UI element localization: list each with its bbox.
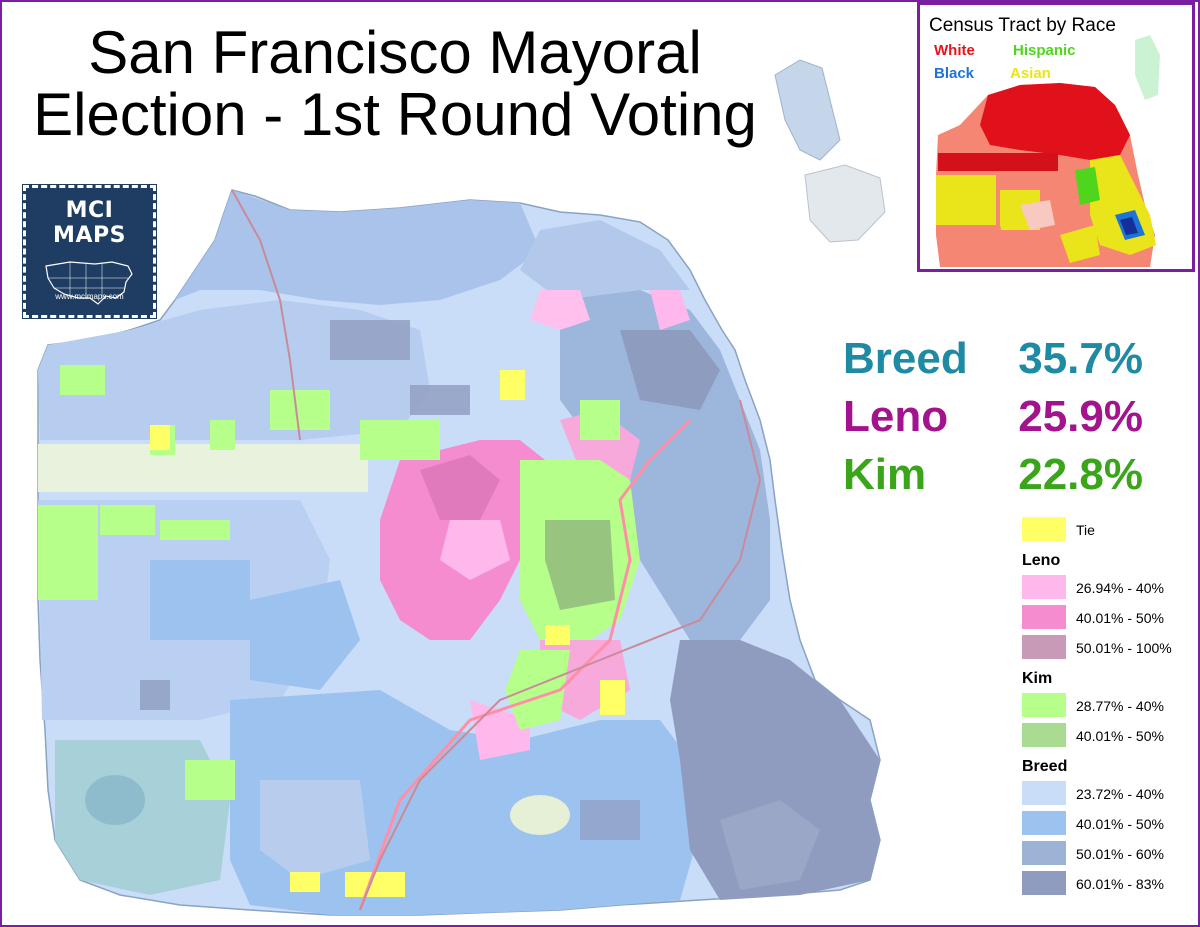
legend-label: 40.01% - 50% xyxy=(1076,610,1164,626)
race-map xyxy=(936,35,1160,267)
legend-label: 23.72% - 40% xyxy=(1076,786,1164,802)
result-candidate: Breed xyxy=(843,334,968,383)
legend-item-tie: Tie xyxy=(1022,514,1095,544)
legend-swatch xyxy=(1022,575,1066,599)
inset-key-black: Black xyxy=(934,65,975,82)
legend-item: 40.01% - 50% xyxy=(1022,602,1164,632)
legend-item: 23.72% - 40% xyxy=(1022,778,1164,808)
usa-map-icon xyxy=(44,261,133,305)
freeway-101 xyxy=(358,418,692,911)
freeway-280 xyxy=(359,399,762,911)
legend-swatch xyxy=(1022,605,1066,629)
golden-gate-park xyxy=(38,444,368,492)
result-breed: Breed 35.7% xyxy=(843,330,1143,388)
inset-title: Census Tract by Race xyxy=(929,15,1116,36)
legend-group-breed: Breed xyxy=(1022,758,1068,775)
results-summary: Breed 35.7% Leno 25.9% Kim 22.8% xyxy=(843,330,1143,504)
legend-swatch xyxy=(1022,723,1066,747)
result-kim: Kim 22.8% xyxy=(843,446,1143,504)
inset-key-white: White xyxy=(934,42,975,59)
legend-item: 50.01% - 100% xyxy=(1022,632,1172,662)
race-inset-map: Census Tract by Race White Hispanic Blac… xyxy=(917,2,1195,272)
legend-item: 50.01% - 60% xyxy=(1022,838,1164,868)
legend-group-kim: Kim xyxy=(1022,670,1053,687)
title-line-1: San Francisco Mayoral xyxy=(88,19,702,86)
treasure-island-shape xyxy=(774,59,841,161)
legend-label: Tie xyxy=(1076,522,1095,538)
logo-name: MCI MAPS xyxy=(53,198,126,248)
result-percent: 35.7% xyxy=(1018,334,1143,383)
legend-item: 60.01% - 83% xyxy=(1022,868,1164,898)
legend-item: 40.01% - 50% xyxy=(1022,720,1164,750)
inset-key-asian: Asian xyxy=(1010,65,1051,82)
legend-item: 28.77% - 40% xyxy=(1022,690,1164,720)
legend-swatch xyxy=(1022,693,1066,717)
result-percent: 25.9% xyxy=(1018,392,1143,441)
legend-label: 40.01% - 50% xyxy=(1076,728,1164,744)
legend: Tie Leno 26.94% - 40% 40.01% - 50% 50.01… xyxy=(1022,514,1172,898)
title-line-2: Election - 1st Round Voting xyxy=(33,81,757,148)
legend-swatch xyxy=(1022,871,1066,895)
legend-label: 50.01% - 100% xyxy=(1076,640,1172,656)
legend-swatch xyxy=(1022,517,1066,541)
result-leno: Leno 25.9% xyxy=(843,388,1143,446)
result-percent: 22.8% xyxy=(1018,450,1143,499)
legend-swatch xyxy=(1022,811,1066,835)
legend-swatch xyxy=(1022,781,1066,805)
mci-maps-logo: MCI MAPS www.mcimaps.com xyxy=(22,184,157,319)
map-title: San Francisco Mayoral Election - 1st Rou… xyxy=(20,22,770,146)
result-candidate: Leno xyxy=(843,392,949,441)
legend-label: 40.01% - 50% xyxy=(1076,816,1164,832)
logo-url: www.mcimaps.com xyxy=(55,292,124,301)
legend-swatch xyxy=(1022,841,1066,865)
legend-group-leno: Leno xyxy=(1022,552,1061,569)
legend-item: 40.01% - 50% xyxy=(1022,808,1164,838)
legend-label: 60.01% - 83% xyxy=(1076,876,1164,892)
legend-swatch xyxy=(1022,635,1066,659)
inset-key-hispanic: Hispanic xyxy=(1013,42,1076,59)
yerba-buena-shape xyxy=(804,164,886,243)
legend-label: 50.01% - 60% xyxy=(1076,846,1164,862)
legend-label: 28.77% - 40% xyxy=(1076,698,1164,714)
legend-item: 26.94% - 40% xyxy=(1022,572,1164,602)
result-candidate: Kim xyxy=(843,450,927,499)
legend-label: 26.94% - 40% xyxy=(1076,580,1164,596)
